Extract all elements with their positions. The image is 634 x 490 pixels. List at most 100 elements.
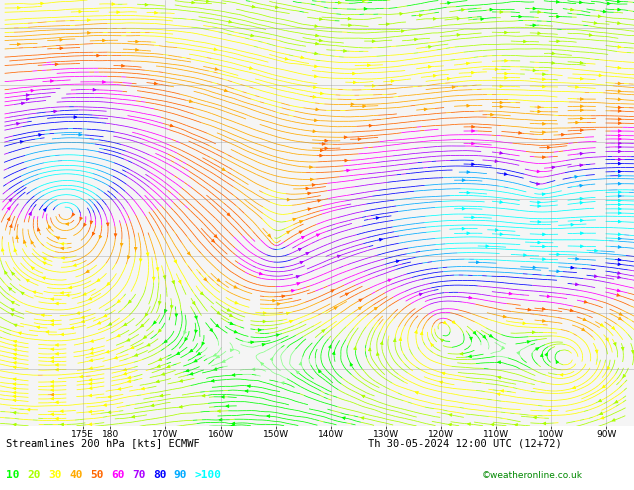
FancyArrowPatch shape <box>581 109 583 112</box>
FancyArrowPatch shape <box>618 245 621 248</box>
FancyArrowPatch shape <box>107 223 109 226</box>
FancyArrowPatch shape <box>145 313 148 316</box>
FancyArrowPatch shape <box>214 48 217 50</box>
FancyArrowPatch shape <box>217 410 220 413</box>
FancyArrowPatch shape <box>580 219 583 222</box>
FancyArrowPatch shape <box>557 40 560 43</box>
FancyArrowPatch shape <box>190 372 193 375</box>
FancyArrowPatch shape <box>419 14 422 17</box>
FancyArrowPatch shape <box>562 133 564 136</box>
FancyArrowPatch shape <box>619 313 622 315</box>
FancyArrowPatch shape <box>37 326 40 329</box>
FancyArrowPatch shape <box>533 69 536 72</box>
FancyArrowPatch shape <box>618 150 621 153</box>
FancyArrowPatch shape <box>576 86 578 89</box>
FancyArrowPatch shape <box>388 279 391 282</box>
FancyArrowPatch shape <box>600 323 604 326</box>
FancyArrowPatch shape <box>251 341 254 343</box>
FancyArrowPatch shape <box>517 351 520 354</box>
FancyArrowPatch shape <box>13 387 16 390</box>
FancyArrowPatch shape <box>448 423 451 426</box>
FancyArrowPatch shape <box>528 308 531 311</box>
FancyArrowPatch shape <box>618 174 621 177</box>
FancyArrowPatch shape <box>147 343 150 346</box>
FancyArrowPatch shape <box>72 213 75 216</box>
FancyArrowPatch shape <box>374 307 377 310</box>
FancyArrowPatch shape <box>415 392 418 394</box>
FancyArrowPatch shape <box>227 309 230 311</box>
FancyArrowPatch shape <box>89 297 92 300</box>
FancyArrowPatch shape <box>128 376 131 379</box>
FancyArrowPatch shape <box>185 338 188 341</box>
FancyArrowPatch shape <box>179 405 182 408</box>
FancyArrowPatch shape <box>334 307 337 310</box>
FancyArrowPatch shape <box>503 315 506 318</box>
FancyArrowPatch shape <box>232 373 235 376</box>
FancyArrowPatch shape <box>571 223 574 226</box>
FancyArrowPatch shape <box>79 133 82 136</box>
FancyArrowPatch shape <box>164 310 167 313</box>
FancyArrowPatch shape <box>315 24 318 27</box>
FancyArrowPatch shape <box>186 369 189 372</box>
FancyArrowPatch shape <box>580 77 583 80</box>
FancyArrowPatch shape <box>56 237 60 240</box>
FancyArrowPatch shape <box>415 330 417 333</box>
FancyArrowPatch shape <box>127 256 130 259</box>
FancyArrowPatch shape <box>67 294 69 296</box>
FancyArrowPatch shape <box>13 412 16 414</box>
FancyArrowPatch shape <box>345 159 347 162</box>
FancyArrowPatch shape <box>249 67 252 69</box>
FancyArrowPatch shape <box>557 270 560 272</box>
FancyArrowPatch shape <box>504 172 507 175</box>
FancyArrowPatch shape <box>108 322 112 325</box>
FancyArrowPatch shape <box>491 113 493 116</box>
FancyArrowPatch shape <box>442 372 445 375</box>
FancyArrowPatch shape <box>285 57 288 60</box>
FancyArrowPatch shape <box>97 279 100 281</box>
FancyArrowPatch shape <box>195 330 197 333</box>
FancyArrowPatch shape <box>90 352 93 354</box>
FancyArrowPatch shape <box>579 1 583 4</box>
FancyArrowPatch shape <box>118 388 121 391</box>
FancyArrowPatch shape <box>346 293 349 295</box>
FancyArrowPatch shape <box>46 331 49 333</box>
FancyArrowPatch shape <box>320 92 323 95</box>
FancyArrowPatch shape <box>80 375 83 378</box>
FancyArrowPatch shape <box>296 371 299 374</box>
FancyArrowPatch shape <box>13 357 16 360</box>
Text: 80: 80 <box>153 470 166 480</box>
FancyArrowPatch shape <box>54 110 56 113</box>
FancyArrowPatch shape <box>476 261 479 264</box>
FancyArrowPatch shape <box>93 232 95 235</box>
FancyArrowPatch shape <box>500 151 503 154</box>
FancyArrowPatch shape <box>556 360 559 364</box>
FancyArrowPatch shape <box>363 0 365 2</box>
FancyArrowPatch shape <box>580 105 583 108</box>
FancyArrowPatch shape <box>297 282 300 285</box>
FancyArrowPatch shape <box>103 80 105 83</box>
FancyArrowPatch shape <box>13 399 16 402</box>
FancyArrowPatch shape <box>247 385 250 388</box>
FancyArrowPatch shape <box>543 73 545 75</box>
FancyArrowPatch shape <box>108 411 111 414</box>
FancyArrowPatch shape <box>362 395 365 398</box>
FancyArrowPatch shape <box>325 147 328 150</box>
FancyArrowPatch shape <box>386 23 389 25</box>
FancyArrowPatch shape <box>83 293 86 295</box>
FancyArrowPatch shape <box>104 314 107 317</box>
FancyArrowPatch shape <box>178 280 181 283</box>
FancyArrowPatch shape <box>498 376 501 379</box>
FancyArrowPatch shape <box>99 235 101 239</box>
FancyArrowPatch shape <box>318 199 321 202</box>
FancyArrowPatch shape <box>545 353 547 356</box>
FancyArrowPatch shape <box>129 300 131 303</box>
FancyArrowPatch shape <box>331 290 334 293</box>
FancyArrowPatch shape <box>51 385 54 388</box>
FancyArrowPatch shape <box>37 228 40 231</box>
FancyArrowPatch shape <box>538 220 541 223</box>
FancyArrowPatch shape <box>79 10 82 13</box>
FancyArrowPatch shape <box>400 12 403 15</box>
FancyArrowPatch shape <box>132 416 135 418</box>
FancyArrowPatch shape <box>618 212 621 215</box>
FancyArrowPatch shape <box>358 138 361 141</box>
